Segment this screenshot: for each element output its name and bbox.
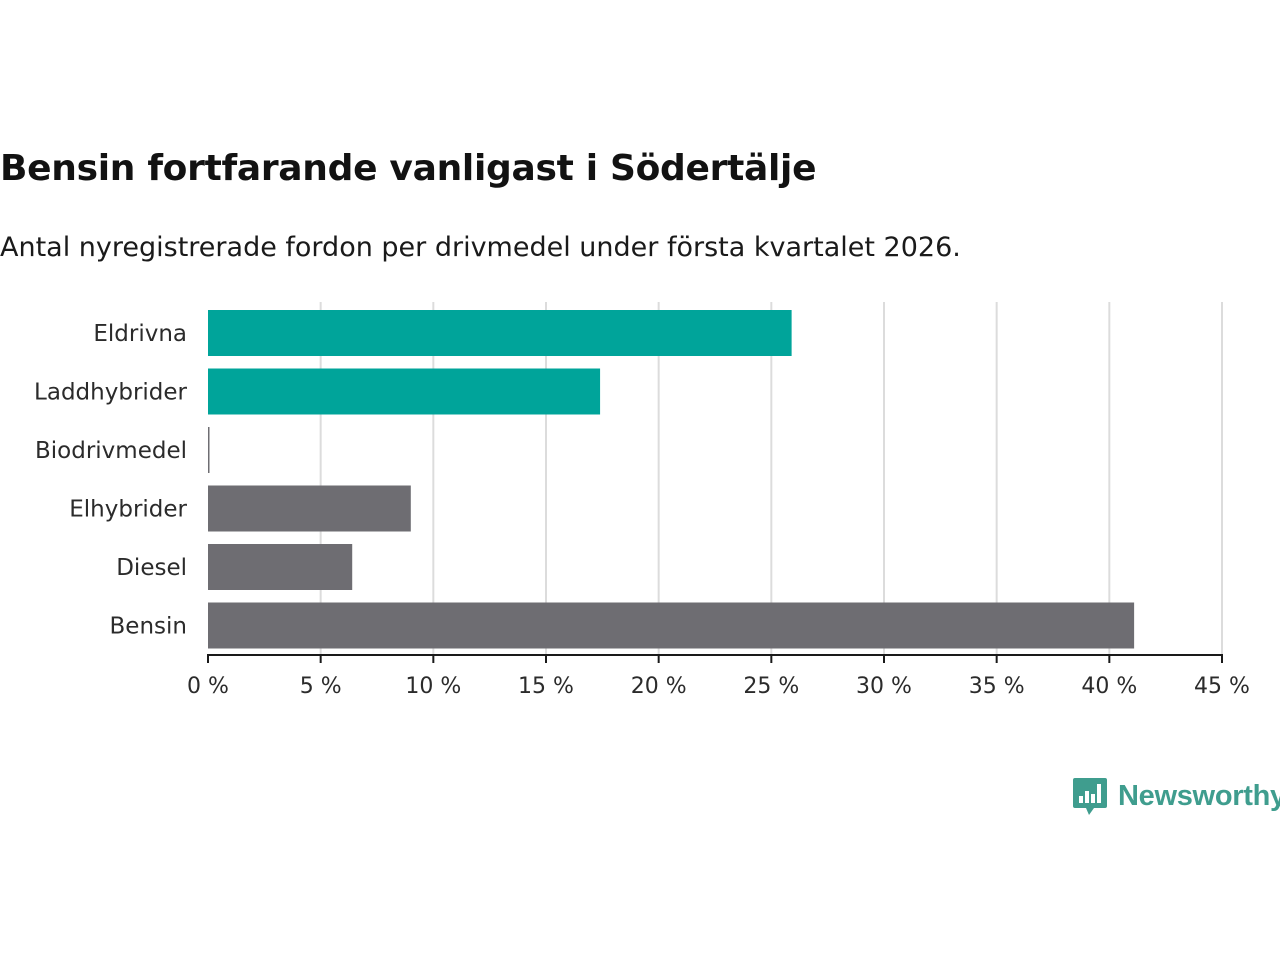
category-label: Bensin bbox=[110, 614, 187, 640]
chart-title: Bensin fortfarande vanligast i Södertälj… bbox=[0, 148, 817, 189]
x-tick-label: 5 % bbox=[300, 674, 342, 699]
category-label: Elhybrider bbox=[69, 497, 187, 523]
gridlines bbox=[319, 302, 1223, 655]
x-tick-label: 45 % bbox=[1194, 674, 1250, 699]
x-tick-label: 40 % bbox=[1081, 674, 1137, 699]
bar-chart-speech-bubble-icon bbox=[1073, 778, 1107, 815]
bar bbox=[208, 544, 353, 590]
x-axis-ticks bbox=[207, 655, 1223, 663]
x-tick-label: 10 % bbox=[405, 674, 461, 699]
category-label: Laddhybrider bbox=[34, 380, 187, 406]
x-tick-label: 20 % bbox=[631, 674, 687, 699]
bar bbox=[208, 310, 792, 356]
newsworthy-logo: Newsworthy bbox=[1072, 776, 1280, 816]
x-axis-tick-labels: 0 % 5 % 10 % 15 % 20 % 25 % 30 % 35 % 40 % 45 % bbox=[187, 674, 1250, 699]
bar bbox=[208, 427, 210, 473]
x-tick-label: 25 % bbox=[743, 674, 799, 699]
x-tick-label: 0 % bbox=[187, 674, 229, 699]
bar bbox=[208, 485, 411, 532]
bars bbox=[208, 310, 1135, 649]
category-label: Diesel bbox=[116, 555, 187, 581]
bar bbox=[208, 602, 1135, 649]
brand-name: Newsworthy bbox=[1118, 779, 1280, 812]
x-tick-label: 30 % bbox=[856, 674, 912, 699]
category-label: Eldrivna bbox=[93, 321, 187, 347]
category-labels: Eldrivna Laddhybrider Biodrivmedel Elhybrid… bbox=[34, 321, 187, 640]
x-tick-label: 15 % bbox=[518, 674, 574, 699]
bar bbox=[208, 368, 601, 415]
category-label: Biodrivmedel bbox=[35, 438, 187, 464]
x-tick-label: 35 % bbox=[969, 674, 1025, 699]
chart-subtitle: Antal nyregistrerade fordon per drivmede… bbox=[0, 232, 961, 263]
